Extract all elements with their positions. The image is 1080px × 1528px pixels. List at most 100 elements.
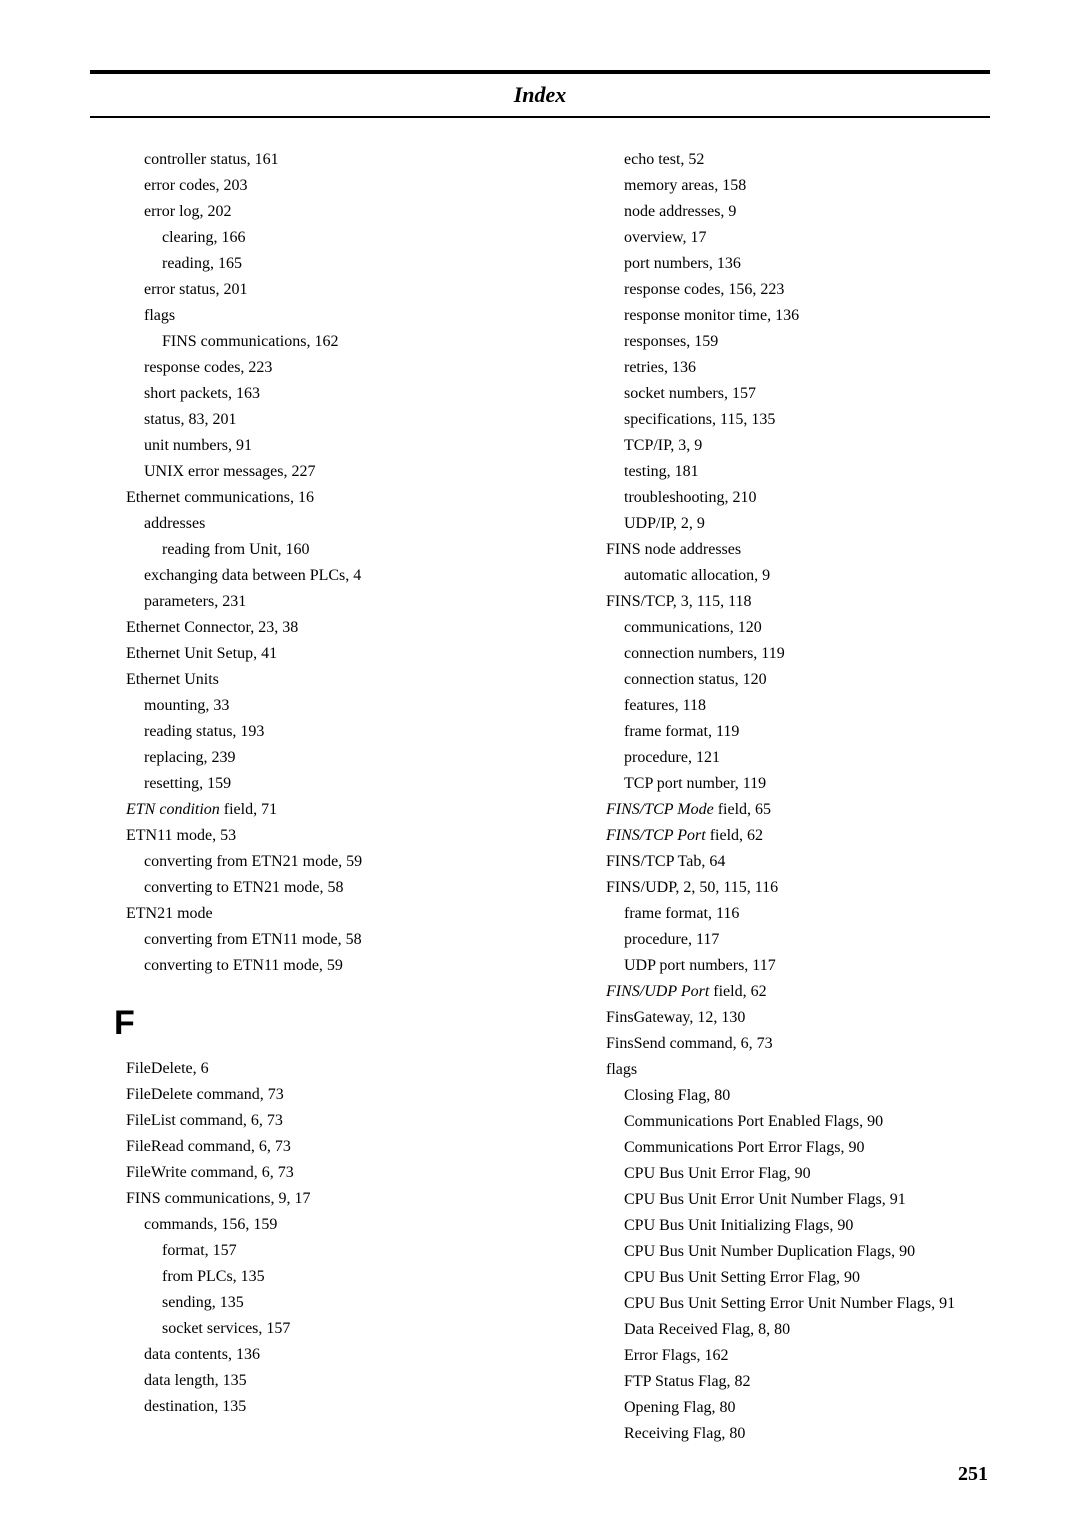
- index-term: procedure: [624, 749, 688, 766]
- index-term: response monitor time: [624, 307, 767, 324]
- index-term: overview: [624, 229, 683, 246]
- index-entry: UDP/IP, 2, 9: [570, 512, 990, 536]
- index-entry: flags: [90, 304, 510, 328]
- index-pages: , 16: [290, 489, 314, 506]
- index-entry: CPU Bus Unit Error Flag, 90: [570, 1162, 990, 1186]
- index-entry: converting to ETN21 mode, 58: [90, 876, 510, 900]
- index-entry: FINS communications, 9, 17: [90, 1187, 510, 1211]
- index-term: UDP port numbers: [624, 957, 744, 974]
- index-pages: , 119: [753, 645, 784, 662]
- index-pages: , 53: [212, 827, 236, 844]
- index-entry: connection status, 120: [570, 668, 990, 692]
- index-entry: FINS/TCP, 3, 115, 118: [570, 590, 990, 614]
- index-entry: converting to ETN11 mode, 59: [90, 954, 510, 978]
- index-entry: CPU Bus Unit Setting Error Unit Number F…: [570, 1292, 990, 1316]
- index-pages: , 58: [338, 931, 362, 948]
- index-entry: automatic allocation, 9: [570, 564, 990, 588]
- index-term: data contents: [144, 1346, 228, 1363]
- index-pages: , 136: [664, 359, 696, 376]
- index-entry: FileDelete command, 73: [90, 1083, 510, 1107]
- index-pages: , 162: [696, 1347, 728, 1364]
- index-entry: troubleshooting, 210: [570, 486, 990, 510]
- index-pages: , 136: [709, 255, 741, 272]
- index-entry: CPU Bus Unit Initializing Flags, 90: [570, 1214, 990, 1238]
- index-pages: , 227: [284, 463, 316, 480]
- index-term: CPU Bus Unit Error Unit Number Flags: [624, 1191, 882, 1208]
- index-pages: , 119: [708, 723, 739, 740]
- index-pages: , 161: [247, 151, 279, 168]
- index-entry: FileDelete, 6: [90, 1057, 510, 1081]
- index-term-suffix: field: [706, 827, 739, 844]
- left-column: controller status, 161 error codes, 203 er…: [90, 148, 510, 1448]
- index-entry: Ethernet communications, 16: [90, 486, 510, 510]
- index-term: converting from ETN21 mode: [144, 853, 338, 870]
- index-term: ETN condition: [126, 801, 220, 818]
- index-term: reading: [162, 255, 210, 272]
- index-entry: responses, 159: [570, 330, 990, 354]
- index-term: frame format: [624, 905, 708, 922]
- index-term: Ethernet Connector: [126, 619, 250, 636]
- index-entry: format, 157: [90, 1239, 510, 1263]
- index-term: converting to ETN11 mode: [144, 957, 319, 974]
- index-term: FINS communications: [126, 1190, 270, 1207]
- index-term: clearing: [162, 229, 214, 246]
- index-pages: , 165: [210, 255, 242, 272]
- index-pages: , 4: [345, 567, 361, 584]
- index-pages: , 6: [193, 1060, 209, 1077]
- index-entry: FINS/TCP Tab, 64: [570, 850, 990, 874]
- index-pages: , 8, 80: [750, 1321, 790, 1338]
- index-entry: Data Received Flag, 8, 80: [570, 1318, 990, 1342]
- index-entry: response codes, 223: [90, 356, 510, 380]
- index-entry: response monitor time, 136: [570, 304, 990, 328]
- index-term: FINS/UDP: [606, 879, 675, 896]
- index-term: FINS/UDP Port: [606, 983, 709, 1000]
- index-entry: FINS/TCP Port field, 62: [570, 824, 990, 848]
- index-term: response codes: [144, 359, 240, 376]
- index-term: FINS/TCP Tab: [606, 853, 701, 870]
- index-term: port numbers: [624, 255, 709, 272]
- index-term: flags: [606, 1061, 637, 1078]
- index-term: CPU Bus Unit Setting Error Unit Number F…: [624, 1295, 931, 1312]
- index-term: Ethernet Unit Setup: [126, 645, 253, 662]
- index-term: node addresses: [624, 203, 720, 220]
- index-entry: converting from ETN11 mode, 58: [90, 928, 510, 952]
- index-term: error log: [144, 203, 200, 220]
- index-term: from PLCs: [162, 1268, 233, 1285]
- index-pages: , 62: [743, 983, 767, 1000]
- index-pages: , 80: [721, 1425, 745, 1442]
- index-pages: , 23, 38: [250, 619, 298, 636]
- index-term: FINS/TCP: [606, 593, 673, 610]
- index-pages: , 193: [232, 723, 264, 740]
- index-term: destination: [144, 1398, 214, 1415]
- index-pages: , 239: [204, 749, 236, 766]
- index-pages: , 203: [216, 177, 248, 194]
- header-top-rule: [90, 70, 990, 74]
- index-term: Closing Flag: [624, 1087, 706, 1104]
- index-entry: controller status, 161: [90, 148, 510, 172]
- index-term: specifications: [624, 411, 712, 428]
- index-pages: , 119: [735, 775, 766, 792]
- index-pages: , 181: [667, 463, 699, 480]
- index-pages: , 136: [228, 1346, 260, 1363]
- index-entry: resetting, 159: [90, 772, 510, 796]
- index-entry: ETN condition field, 71: [90, 798, 510, 822]
- index-term: replacing: [144, 749, 204, 766]
- index-term: ETN11 mode: [126, 827, 212, 844]
- index-term: troubleshooting: [624, 489, 724, 506]
- index-term: CPU Bus Unit Error Flag: [624, 1165, 787, 1182]
- index-term: error codes: [144, 177, 216, 194]
- index-pages: , 117: [688, 931, 719, 948]
- index-pages: , 59: [338, 853, 362, 870]
- index-entry: short packets, 163: [90, 382, 510, 406]
- letter-heading: F: [114, 1004, 510, 1043]
- index-pages: , 156, 159: [213, 1216, 277, 1233]
- page-number: 251: [958, 1463, 988, 1486]
- index-pages: , 117: [744, 957, 775, 974]
- index-pages: , 135: [215, 1372, 247, 1389]
- index-pages: , 91: [228, 437, 252, 454]
- index-entry: FINS communications, 162: [90, 330, 510, 354]
- index-term: Ethernet Units: [126, 671, 219, 688]
- index-header: Index: [90, 70, 990, 118]
- index-entry: UDP port numbers, 117: [570, 954, 990, 978]
- index-entry: FINS/TCP Mode field, 65: [570, 798, 990, 822]
